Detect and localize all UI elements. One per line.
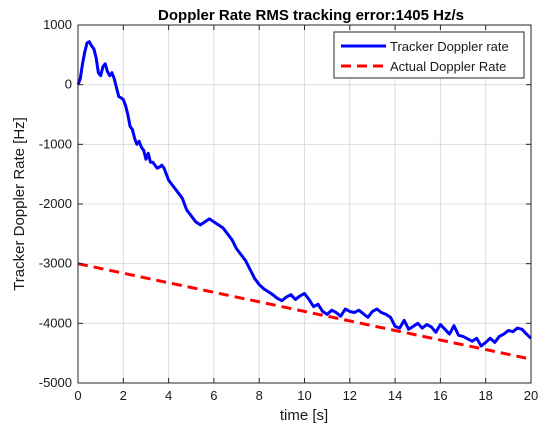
y-tick-label: 0 [65,77,72,92]
y-tick-label: 1000 [43,17,72,32]
x-tick-label: 16 [433,388,447,403]
x-tick-label: 10 [297,388,311,403]
series-actual-doppler-rate [77,262,532,361]
x-tick-label: 8 [256,388,263,403]
y-tick-label: -1000 [39,136,72,151]
x-tick-label: 18 [478,388,492,403]
x-tick-label: 14 [388,388,402,403]
x-tick-label: 2 [120,388,127,403]
legend-label-actual: Actual Doppler Rate [390,59,506,74]
x-tick-label: 20 [524,388,538,403]
grid [77,24,532,384]
legend-box [333,31,525,79]
x-axis-label: time [s] [280,407,328,424]
x-tick-label: 4 [165,388,172,403]
y-tick-label: -4000 [39,315,72,330]
y-tick-label: -2000 [39,196,72,211]
y-tick-label: -3000 [39,256,72,271]
x-tick-label: 6 [210,388,217,403]
series-layer [76,40,533,361]
y-axis-label: Tracker Doppler Rate [Hz] [11,117,28,291]
y-tick-label: -5000 [39,375,72,390]
legend-label-tracker: Tracker Doppler rate [390,39,509,54]
x-tick-label: 12 [343,388,357,403]
series-tracker-doppler-rate [76,40,533,348]
chart-title: Doppler Rate RMS tracking error:1405 Hz/… [158,7,464,24]
ticks: 0 2 4 6 8 10 12 14 16 18 20 -5000 -4000 -3000 -2000 -10… [39,17,538,403]
legend: Tracker Doppler rate Actual Doppler Rate [333,31,525,79]
x-tick-label: 0 [74,388,81,403]
